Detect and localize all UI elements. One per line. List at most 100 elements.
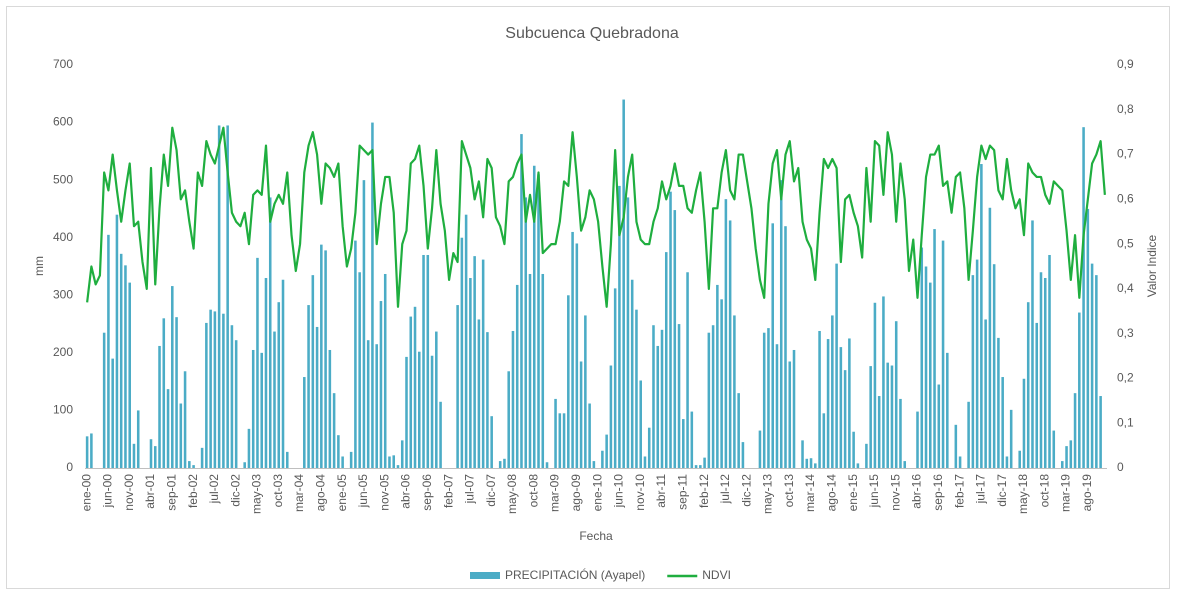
x-tick-label: ago-19 [1080, 474, 1094, 512]
y2-tick-label: 0,8 [1117, 102, 1134, 116]
bar [588, 403, 591, 468]
bar [903, 461, 907, 468]
bar [758, 430, 762, 468]
bar [460, 237, 464, 468]
x-tick-label: abr-01 [143, 474, 157, 509]
bar [630, 279, 634, 468]
bar [375, 344, 378, 468]
bar [1031, 220, 1034, 468]
bar [980, 164, 983, 468]
bar [1090, 263, 1094, 468]
x-tick-label: dic-07 [484, 474, 498, 507]
bar [929, 282, 932, 468]
bar [222, 313, 225, 468]
bar [975, 259, 979, 468]
x-axis-label: Fecha [579, 529, 613, 543]
bar [541, 273, 545, 468]
bar [622, 99, 625, 469]
x-tick-label: ene-05 [335, 474, 349, 512]
bar [660, 329, 664, 468]
bar [865, 443, 868, 468]
bar [579, 361, 583, 468]
x-tick-label: nov-15 [888, 474, 902, 511]
bar [171, 286, 174, 468]
y-tick-label: 500 [53, 172, 73, 186]
bar [358, 272, 361, 468]
bar [226, 125, 229, 468]
x-tick-label: ene-15 [846, 474, 860, 512]
y-axis-label: mm [32, 256, 46, 276]
x-tick-label: feb-02 [186, 474, 200, 508]
bar [988, 207, 992, 468]
x-tick-label: abr-06 [399, 474, 413, 509]
bar [337, 435, 340, 468]
x-tick-label: dic-12 [739, 474, 753, 507]
bar [592, 461, 596, 468]
bar [1082, 127, 1085, 469]
bar [179, 403, 183, 468]
bar [584, 315, 587, 468]
bar [575, 243, 579, 468]
x-tick-label: mar-19 [1059, 474, 1073, 512]
bar [473, 256, 476, 468]
bar [85, 436, 89, 468]
bar [711, 325, 715, 468]
bar [554, 398, 557, 468]
bar [899, 398, 902, 468]
bar [1001, 377, 1004, 468]
x-tick-label: jun-00 [101, 474, 115, 509]
y-tick-label: 400 [53, 230, 73, 244]
bar [1073, 393, 1077, 468]
bar [115, 214, 119, 468]
x-tick-label: jul-02 [207, 474, 221, 505]
bar [843, 370, 847, 468]
bar [383, 273, 387, 468]
bar [699, 465, 702, 468]
bar [826, 339, 830, 468]
bar [490, 416, 493, 468]
bar [439, 401, 442, 468]
x-tick-label: jul-17 [974, 474, 988, 505]
bar [537, 174, 540, 468]
x-tick-label: ago-14 [825, 474, 839, 512]
bar [1022, 378, 1026, 468]
bar [1043, 278, 1047, 468]
bar [792, 349, 796, 468]
bar [107, 234, 110, 468]
bar [379, 301, 383, 468]
chart-title: Subcuenca Quebradona [505, 25, 679, 42]
x-tick-label: oct-03 [271, 474, 285, 508]
bar [822, 413, 826, 468]
x-tick-label: may-08 [505, 474, 519, 514]
bar [971, 275, 975, 468]
bar [605, 434, 608, 468]
bar [694, 465, 698, 468]
x-tick-label: oct-13 [782, 474, 796, 508]
bar [920, 247, 924, 468]
bar [392, 455, 396, 468]
bar [767, 328, 770, 468]
x-tick-label: mar-09 [548, 474, 562, 512]
bar [311, 275, 315, 468]
bar [997, 337, 1000, 468]
x-tick-label: mar-04 [292, 474, 306, 512]
legend-label: PRECIPITACIÓN (Ayapel) [505, 567, 645, 582]
bar [243, 462, 246, 468]
x-tick-label: nov-05 [377, 474, 391, 511]
bar [192, 465, 195, 468]
bar [435, 331, 438, 468]
bar [941, 240, 945, 468]
bar [371, 122, 374, 469]
bar [890, 365, 894, 468]
bar [771, 223, 774, 468]
y2-axis-label: Valor Indice [1145, 234, 1159, 297]
bar [260, 352, 263, 468]
x-tick-label: jul-12 [718, 474, 732, 505]
y2-tick-label: 0 [1117, 460, 1124, 474]
x-tick-label: ago-04 [314, 474, 328, 512]
legend-swatch [470, 572, 500, 579]
bar [779, 180, 783, 468]
bar [426, 254, 430, 468]
x-tick-label: nov-00 [122, 474, 136, 511]
bar [788, 361, 792, 468]
